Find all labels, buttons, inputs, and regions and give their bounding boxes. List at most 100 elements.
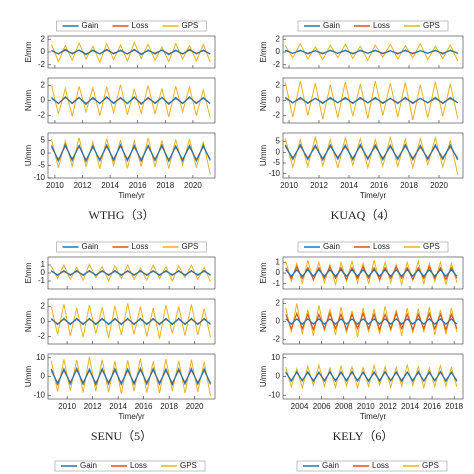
legend-label: GPS bbox=[423, 21, 440, 30]
x-tick-label: 2012 bbox=[84, 402, 102, 411]
y-tick-label: 0 bbox=[41, 317, 46, 326]
y-axis-label: U/mm bbox=[259, 366, 268, 388]
x-tick-label: 2008 bbox=[335, 402, 353, 411]
legend-label: Gain bbox=[323, 242, 340, 251]
x-tick-label: 2010 bbox=[58, 402, 76, 411]
caption: KELY（6） bbox=[333, 429, 394, 443]
y-tick-label: -2 bbox=[38, 111, 46, 120]
y-tick-label: -2 bbox=[38, 60, 46, 69]
y-axis-label: N/mm bbox=[259, 90, 268, 112]
y-axis-label: U/mm bbox=[24, 145, 33, 167]
y-axis-label: E/mm bbox=[259, 262, 268, 283]
axes-box bbox=[282, 298, 464, 345]
y-tick-label: -10 bbox=[268, 390, 280, 399]
y-tick-label: 0 bbox=[276, 268, 281, 277]
y-tick-label: 0 bbox=[276, 317, 281, 326]
y-tick-label: 10 bbox=[36, 353, 45, 362]
y-tick-label: 2 bbox=[276, 81, 281, 90]
y-axis-label: N/mm bbox=[24, 90, 33, 112]
y-tick-label: 5 bbox=[41, 136, 46, 145]
x-tick-label: 2010 bbox=[46, 181, 64, 190]
x-tick-label: 2014 bbox=[401, 402, 419, 411]
y-tick-label: 0 bbox=[41, 268, 46, 277]
legend-label: GPS bbox=[423, 242, 440, 251]
y-tick-label: -10 bbox=[268, 169, 280, 178]
legend-label: Loss bbox=[130, 461, 147, 470]
x-tick-label: 2020 bbox=[184, 181, 202, 190]
x-tick-label: 2018 bbox=[400, 181, 418, 190]
legend-label: Gain bbox=[82, 242, 99, 251]
series-line bbox=[284, 96, 459, 105]
series-line bbox=[284, 42, 459, 62]
series-line bbox=[285, 317, 458, 326]
y-tick-label: 2 bbox=[41, 302, 46, 311]
y-tick-label: 0 bbox=[276, 147, 281, 156]
series-line bbox=[51, 84, 211, 118]
y-tick-label: 0 bbox=[41, 96, 46, 105]
caption: WTHG（3） bbox=[89, 208, 155, 222]
legend-label: Gain bbox=[80, 461, 97, 470]
series-line bbox=[50, 142, 211, 163]
y-axis-label: U/mm bbox=[259, 145, 268, 167]
x-tick-label: 2010 bbox=[280, 181, 298, 190]
series-line bbox=[51, 48, 211, 56]
legend-label: GPS bbox=[182, 21, 199, 30]
y-tick-label: 2 bbox=[41, 81, 46, 90]
legend-label: GPS bbox=[180, 461, 197, 470]
y-axis-label: N/mm bbox=[24, 311, 33, 333]
legend-box bbox=[54, 460, 206, 472]
y-tick-label: -5 bbox=[273, 158, 281, 167]
y-tick-label: -2 bbox=[273, 111, 281, 120]
y-axis-label: E/mm bbox=[24, 41, 33, 62]
y-tick-label: 0 bbox=[41, 148, 46, 157]
y-tick-label: 0 bbox=[276, 96, 281, 105]
series-line bbox=[50, 303, 211, 339]
series-line bbox=[50, 366, 212, 387]
y-axis-label: E/mm bbox=[24, 262, 33, 283]
y-tick-label: 2 bbox=[41, 34, 46, 43]
legend-label: GPS bbox=[182, 242, 199, 251]
y-tick-label: -5 bbox=[38, 161, 46, 170]
y-tick-label: 2 bbox=[276, 34, 281, 43]
series-line bbox=[50, 317, 211, 326]
legend-label: Gain bbox=[322, 461, 339, 470]
y-axis-label: U/mm bbox=[24, 366, 33, 388]
x-tick-label: 2018 bbox=[156, 181, 174, 190]
x-tick-label: 2016 bbox=[129, 181, 147, 190]
axes-box bbox=[47, 132, 216, 179]
y-tick-label: -1 bbox=[273, 279, 281, 288]
y-tick-label: -1 bbox=[38, 276, 46, 285]
caption: KUAQ（4） bbox=[331, 208, 396, 222]
series-line bbox=[50, 269, 211, 277]
legend-box bbox=[56, 20, 207, 32]
x-tick-label: 2012 bbox=[74, 181, 92, 190]
axes-box bbox=[282, 353, 464, 400]
x-tick-label: 2020 bbox=[430, 181, 448, 190]
x-tick-label: 2010 bbox=[357, 402, 375, 411]
legend-label: Gain bbox=[323, 21, 340, 30]
x-tick-label: 2014 bbox=[340, 181, 358, 190]
legend-label: GPS bbox=[422, 461, 439, 470]
legend-label: Gain bbox=[82, 21, 99, 30]
y-tick-label: 5 bbox=[276, 137, 281, 146]
y-tick-label: -10 bbox=[33, 173, 45, 182]
axes-box bbox=[282, 132, 464, 179]
x-tick-label: 2014 bbox=[109, 402, 127, 411]
y-axis-label: E/mm bbox=[259, 41, 268, 62]
series-line bbox=[51, 95, 211, 106]
y-tick-label: -2 bbox=[273, 60, 281, 69]
series-line bbox=[285, 268, 458, 278]
x-tick-label: 2018 bbox=[445, 402, 463, 411]
series-line bbox=[284, 135, 459, 175]
x-tick-label: 2006 bbox=[313, 402, 331, 411]
x-tick-label: 2004 bbox=[291, 402, 309, 411]
x-tick-label: 2012 bbox=[310, 181, 328, 190]
x-axis-label: Time/yr bbox=[360, 412, 387, 421]
caption: SENU（5） bbox=[91, 429, 152, 443]
legend-box bbox=[56, 241, 207, 253]
y-tick-label: 0 bbox=[276, 47, 281, 56]
legend-label: Loss bbox=[132, 242, 149, 251]
legend-label: Loss bbox=[132, 21, 149, 30]
x-tick-label: 2020 bbox=[186, 402, 204, 411]
